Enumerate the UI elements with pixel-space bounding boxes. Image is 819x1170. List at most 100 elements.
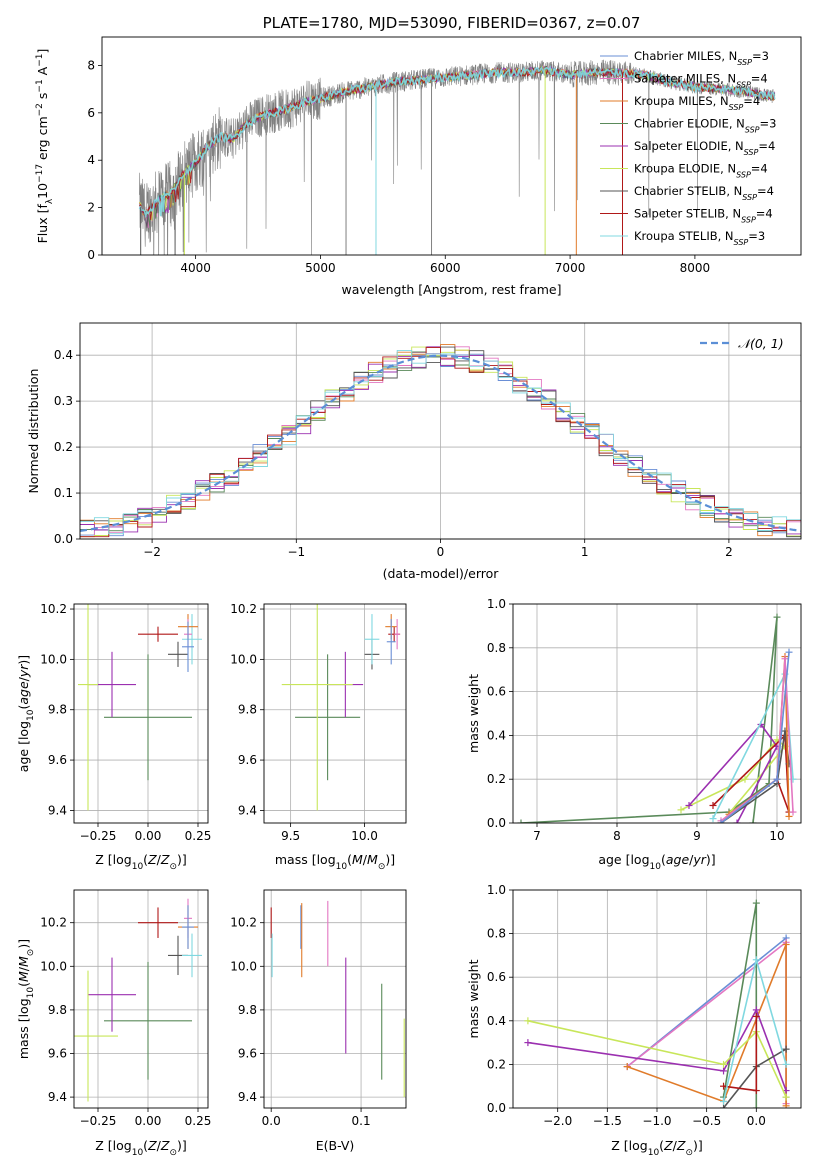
x-tick-label: 5000 [305,261,336,275]
legend-sub: SSP [737,58,752,67]
legend-nssp: =4 [743,94,760,108]
legend-name: Kroupa MILES, N [634,94,729,108]
axes-frame [512,603,802,824]
y-axis-label-part: λ [45,198,55,204]
y-tick-label: 10.0 [40,652,67,666]
y-axis-label-part: M [16,956,31,967]
x-axis-label-part: ( [659,1138,664,1153]
y-axis-label-part: / [16,966,31,971]
y-tick-label: 4 [87,153,95,167]
y-tick-label: 10.0 [40,959,67,973]
y-tick-label: 9.4 [48,803,67,817]
x-tick-label: 0.00 [135,829,162,843]
panel-3: −0.25 0.00 0.25 9.4 9.6 9.8 10.0 10.2 [40,602,212,843]
x-axis-label: Z [log10(Z/Z⊙)] [95,852,187,872]
y-tick-label: 10.2 [230,602,257,616]
y-axis-label-part: ( [16,982,31,987]
y-tick-label: 9.6 [48,753,67,767]
x-axis-label-part: 10 [336,862,348,872]
x-axis-label-part: )] [177,852,187,867]
y-tick-label: 1.0 [487,883,506,897]
legend-entry: Chabrier MILES, NSSP=3 [634,49,769,67]
legend: Chabrier MILES, NSSP=3 Salpeter MILES, NS… [600,49,776,247]
y-axis-label-part: )] [16,655,31,665]
x-axis-label-part: 10 [650,862,662,872]
y-axis-label-part: ( [16,705,31,710]
y-axis-label: age [log10(age/yr)] [16,655,36,772]
x-axis-label-part: )] [693,1138,703,1153]
x-axis-label-part: / [673,1138,678,1153]
x-axis-label-part: M [352,852,363,867]
y-axis-label-part: −17 [35,164,45,183]
y-tick-label: 0.0 [54,532,73,546]
x-tick-label: 1 [581,545,589,559]
x-tick-label: 0.0 [747,1114,766,1128]
y-tick-label: 10.2 [40,602,67,616]
legend-nssp: =4 [756,207,773,221]
x-axis-label-part: M [367,852,378,867]
x-axis-label: Z [log10(Z/Z⊙)] [611,1138,703,1158]
x-axis-label-part: / [363,852,368,867]
x-tick-label: 10.0 [351,829,378,843]
legend-nssp: =3 [752,49,769,63]
legend-nssp: =4 [751,162,768,176]
y-tick-label: 9.4 [48,1090,67,1104]
x-tick-label: 6000 [430,261,461,275]
legend-sub: SSP [736,80,751,89]
legend-entry: Salpeter MILES, NSSP=4 [634,72,768,90]
y-axis-label-part: A [35,66,50,79]
x-axis-label: wavelength [Angstrom, rest frame] [341,282,561,297]
x-axis-label: E(B-V) [316,1138,355,1153]
legend-sub: SSP [741,215,756,224]
y-tick-label: 0.4 [54,348,73,362]
y-tick-label: 0.4 [487,1014,506,1028]
y-tick-label: 9.8 [48,703,67,717]
axes-frame [263,603,407,824]
x-axis-label-part: ⊙ [169,1148,177,1158]
y-tick-label: 9.8 [238,703,257,717]
legend-entry: Chabrier ELODIE, NSSP=3 [634,117,776,135]
x-tick-label: −2 [143,545,161,559]
legend-entry: Kroupa MILES, NSSP=4 [634,94,760,112]
x-tick-label: 0.25 [185,1114,212,1128]
x-axis-label-part: ( [347,852,352,867]
y-tick-label: 0 [87,248,95,262]
x-tick-label: 0.00 [135,1114,162,1128]
y-axis-label: Normed distribution [26,369,41,494]
x-tick-label: 9 [693,829,701,843]
legend-entry: Salpeter STELIB, NSSP=4 [634,207,773,225]
legend-entry: Chabrier STELIB, NSSP=4 [634,184,774,202]
x-tick-label: 7 [533,829,541,843]
y-tick-label: 8 [87,58,95,72]
x-axis-label-part: Z [160,852,170,867]
x-tick-label: 10 [769,829,784,843]
x-axis-label-part: Z [log [95,1138,131,1153]
legend-nssp: =4 [751,72,768,86]
mass-weight-line-3 [626,944,787,1106]
y-tick-label: 0.6 [487,970,506,984]
y-axis-label-part: / [16,676,31,681]
x-axis-label-part: )] [177,1138,187,1153]
mass-weight-line-6 [527,1020,787,1098]
y-axis-label-part: −1 [35,79,45,92]
panel-1: 4000 5000 6000 7000 8000 0 2 4 6 8 Chabrier MILES,… [87,36,802,275]
legend-name: Chabrier STELIB, N [634,184,742,198]
legend-sub: SSP [729,103,744,112]
x-axis-label-part: age [log [598,852,649,867]
y-tick-label: 0.1 [54,486,73,500]
y-tick-label: 9.4 [238,803,257,817]
legend-entry: Kroupa ELODIE, NSSP=4 [634,162,768,180]
x-tick-label: 0.25 [185,829,212,843]
legend-entry: 𝒩(0, 1) [738,336,784,351]
axes-frame [79,322,802,540]
y-axis-label: mass weight [466,674,481,753]
y-tick-label: 0.2 [54,440,73,454]
y-axis-label-part: ⊙ [26,949,36,957]
x-axis-label-part: ⊙ [378,862,386,872]
mass-weight-line-4 [712,733,790,813]
x-tick-label: 0.0 [262,1114,281,1128]
panel-4: 9.5 10.0 9.4 9.6 9.8 10.0 10.2 [230,602,407,843]
chart-title: PLATE=1780, MJD=53090, FIBERID=0367, z=0… [263,14,641,32]
x-axis-label-part: age [666,852,690,867]
legend-entry: Kroupa STELIB, NSSP=3 [634,229,765,247]
